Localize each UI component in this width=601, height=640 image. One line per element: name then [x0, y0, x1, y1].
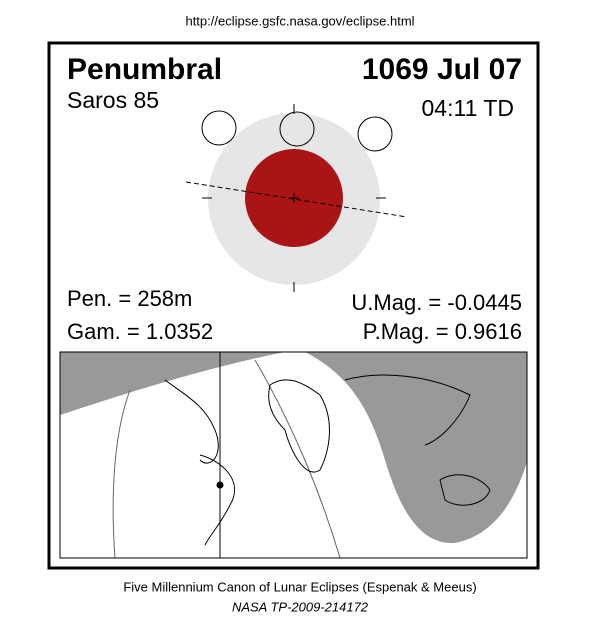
moon-mid — [279, 111, 315, 147]
time: 04:11 TD — [422, 95, 514, 121]
axis-ticks — [202, 104, 386, 292]
moon-last — [357, 116, 393, 152]
umbral-mag: U.Mag. = -0.0445 — [351, 290, 522, 315]
eclipse-date: 1069 Jul 07 — [362, 53, 522, 86]
pen-duration: Pen. = 258m — [67, 286, 192, 311]
gamma: Gam. = 1.0352 — [67, 319, 213, 344]
world-map — [59, 351, 528, 559]
eclipse-type: Penumbral — [67, 53, 222, 86]
moon-first — [201, 110, 237, 146]
url: http://eclipse.gsfc.nasa.gov/eclipse.htm… — [185, 13, 414, 28]
footer-canon: Five Millennium Canon of Lunar Eclipses … — [123, 579, 476, 594]
saros: Saros 85 — [67, 87, 159, 113]
footer-publication: NASA TP-2009-214172 — [232, 599, 369, 614]
penumbral-mag: P.Mag. = 0.9616 — [363, 319, 522, 344]
moon-path — [185, 181, 408, 218]
